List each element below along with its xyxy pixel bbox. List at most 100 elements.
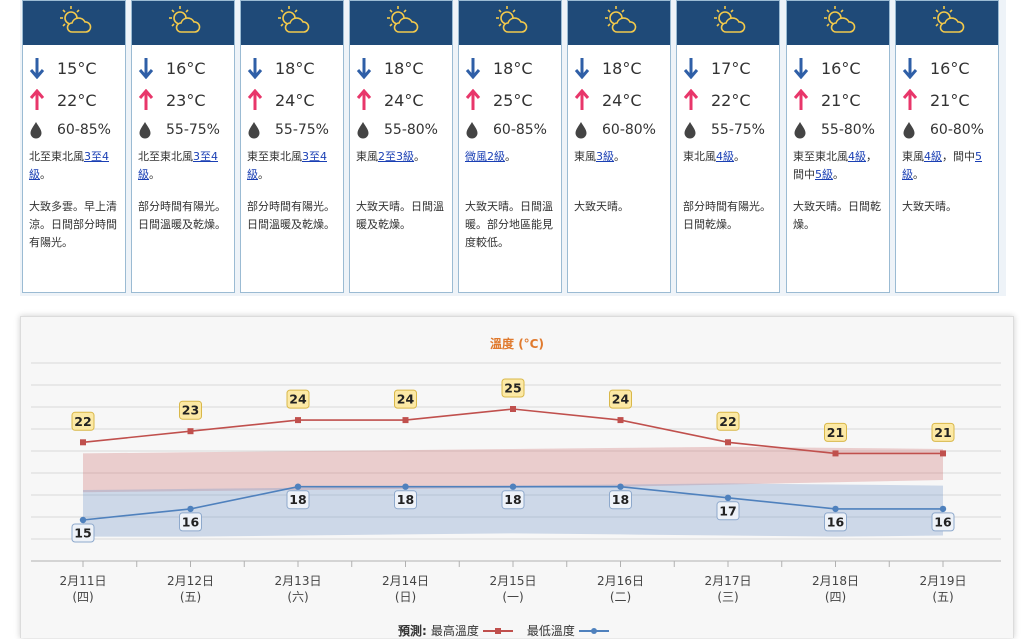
forecast-card: 16°C 21°C 60-80% 東風4級，間中5級。 大致天晴。 bbox=[895, 0, 999, 293]
min-temperature-point bbox=[617, 483, 624, 490]
wind-text: 東至東北風3至4級。 bbox=[247, 148, 338, 188]
x-tick-label: 2月13日 bbox=[275, 574, 322, 588]
max-temperature-label-box bbox=[931, 422, 955, 442]
min-temperature-label-box bbox=[716, 501, 740, 521]
x-tick-weekday: (二) bbox=[610, 590, 631, 604]
wind-force-link[interactable]: 3至4級 bbox=[247, 150, 327, 181]
arrow-down-icon bbox=[356, 57, 378, 79]
wind-force-link[interactable]: 3級 bbox=[596, 150, 614, 163]
forecast-card-header bbox=[677, 1, 779, 45]
max-temperature-range-band bbox=[83, 446, 943, 493]
wind-force-link[interactable]: 4級 bbox=[848, 150, 866, 163]
humidity-range: 60-80% bbox=[602, 122, 656, 138]
humidity-range: 55-75% bbox=[275, 122, 329, 138]
wind-text-part: 東至東北風 bbox=[793, 150, 848, 163]
max-temperature-label-text: 24 bbox=[612, 392, 630, 407]
forecast-card: 18°C 24°C 55-80% 東風2至3級。 大致天晴。日間溫暖及乾燥。 bbox=[349, 0, 453, 293]
min-temperature: 18°C bbox=[384, 58, 424, 78]
wind-force-link[interactable]: 3至4級 bbox=[138, 150, 218, 181]
wind-force-link[interactable]: 5級 bbox=[815, 168, 833, 181]
wind-text-part: 東至東北風 bbox=[247, 150, 302, 163]
wind-text-part: ，間中 bbox=[942, 150, 975, 163]
wind-text-part: 東風 bbox=[574, 150, 596, 163]
min-temperature-label-text: 18 bbox=[612, 492, 629, 507]
wind-text-part: 。 bbox=[614, 150, 625, 163]
arrow-up-icon bbox=[356, 89, 378, 111]
min-temperature-label: 17 bbox=[716, 501, 740, 521]
wind-text: 微風2級。 bbox=[465, 148, 556, 188]
wind-text: 北至東北風3至4級。 bbox=[29, 148, 120, 188]
arrow-up-icon bbox=[247, 89, 269, 111]
arrow-down-icon bbox=[465, 57, 487, 79]
sun-behind-cloud-icon bbox=[599, 4, 639, 42]
wind-force-link[interactable]: 4級 bbox=[716, 150, 734, 163]
min-temperature-point bbox=[402, 483, 409, 490]
water-drop-icon bbox=[574, 121, 596, 139]
sun-behind-cloud-icon bbox=[54, 4, 94, 42]
forecast-card-header bbox=[568, 1, 670, 45]
max-temperature: 21°C bbox=[821, 90, 861, 110]
min-temperature-label: 18 bbox=[286, 490, 310, 510]
wind-text: 東至東北風4級，間中5級。 bbox=[793, 148, 884, 188]
arrow-up-icon bbox=[902, 89, 924, 111]
min-temperature-point bbox=[939, 505, 947, 513]
max-temperature-label-box bbox=[71, 411, 95, 431]
min-temperature-label-box bbox=[501, 490, 525, 510]
wind-force-link[interactable]: 5級 bbox=[902, 150, 982, 181]
max-temperature-point bbox=[80, 439, 86, 446]
x-tick-weekday: (六) bbox=[287, 590, 308, 604]
max-temperature-label: 23 bbox=[179, 400, 202, 420]
max-temperature-label: 21 bbox=[824, 422, 847, 442]
water-drop-icon bbox=[138, 121, 160, 139]
wind-force-link[interactable]: 4級 bbox=[924, 150, 942, 163]
wind-text: 東風3級。 bbox=[574, 148, 665, 188]
wind-text-part: 。 bbox=[149, 168, 160, 181]
max-temperature: 22°C bbox=[57, 90, 97, 110]
wind-force-link[interactable]: 微風2級 bbox=[465, 150, 505, 163]
forecast-card: 18°C 24°C 55-75% 東至東北風3至4級。 部分時間有陽光。日間溫暖及乾燥。 bbox=[240, 0, 344, 293]
min-temperature-label: 16 bbox=[179, 512, 202, 532]
weather-description: 大致多雲。早上清涼。日間部分時間有陽光。 bbox=[29, 200, 117, 249]
max-temperature: 24°C bbox=[384, 90, 424, 110]
arrow-down-icon bbox=[138, 57, 160, 79]
water-drop-icon bbox=[465, 121, 487, 139]
humidity-range: 60-85% bbox=[57, 122, 111, 138]
max-temperature-point bbox=[510, 406, 516, 412]
min-temperature-point bbox=[832, 505, 839, 513]
x-tick-label: 2月14日 bbox=[382, 574, 429, 588]
wind-force-link[interactable]: 3至4級 bbox=[29, 150, 109, 181]
forecast-card-header bbox=[23, 1, 125, 45]
humidity-range: 60-80% bbox=[930, 122, 984, 138]
max-temperature-label-text: 24 bbox=[289, 392, 307, 407]
max-temperature-point bbox=[617, 417, 624, 424]
forecast-card: 15°C 22°C 60-85% 北至東北風3至4級。 大致多雲。早上清涼。日間部分時間… bbox=[22, 0, 126, 293]
max-temperature-label-box bbox=[716, 411, 740, 431]
min-temperature-label-text: 16 bbox=[934, 514, 952, 529]
sun-behind-cloud-icon bbox=[818, 4, 858, 42]
arrow-down-icon bbox=[793, 57, 815, 79]
arrow-up-icon bbox=[683, 89, 705, 111]
wind-force-link[interactable]: 2至3級 bbox=[378, 150, 414, 163]
forecast-card-header bbox=[241, 1, 343, 45]
max-temperature: 22°C bbox=[711, 90, 751, 110]
min-temperature-label-text: 17 bbox=[719, 503, 736, 518]
humidity-range: 55-80% bbox=[821, 122, 875, 138]
sun-behind-cloud-icon bbox=[163, 4, 203, 42]
wind-text-part: 。 bbox=[734, 150, 745, 163]
temperature-chart-svg: 溫度 (°C) 2月11日 (四) 2月12日 (五) 2月13日 (六) 2月14日 (日) 2… bbox=[31, 336, 1001, 604]
water-drop-icon bbox=[902, 121, 924, 139]
max-temperature-label-text: 21 bbox=[827, 425, 844, 440]
max-temperature-label-box bbox=[501, 378, 525, 398]
max-temperature-label-text: 23 bbox=[182, 403, 199, 418]
weather-description: 部分時間有陽光。日間乾燥。 bbox=[683, 200, 771, 231]
wind-text-part: 東北風 bbox=[683, 150, 716, 163]
humidity-range: 55-75% bbox=[166, 122, 220, 138]
min-temperature: 16°C bbox=[930, 58, 970, 78]
max-temperature-label: 24 bbox=[286, 389, 310, 409]
weather-description: 大致天晴。 bbox=[902, 200, 957, 213]
wind-text-part: 北至東北風 bbox=[29, 150, 84, 163]
max-temperature-label: 24 bbox=[609, 389, 632, 409]
water-drop-icon bbox=[29, 121, 51, 139]
max-temperature-point bbox=[940, 450, 946, 457]
min-temperature-point bbox=[294, 483, 302, 490]
